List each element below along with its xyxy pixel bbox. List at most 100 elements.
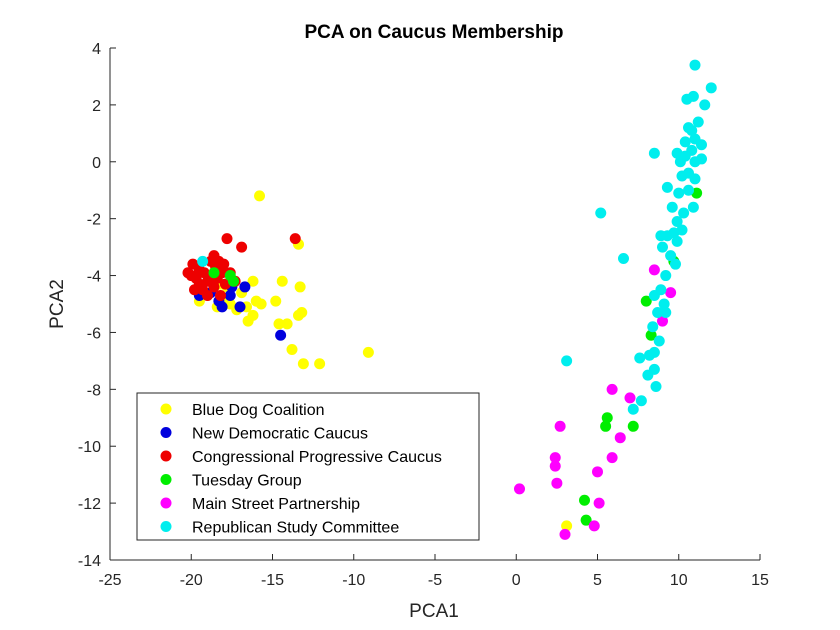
x-tick-label: 10 xyxy=(670,572,688,589)
data-point xyxy=(247,309,259,321)
data-point xyxy=(666,201,678,213)
data-point xyxy=(561,520,573,532)
data-point xyxy=(289,233,301,245)
x-tick-label: -15 xyxy=(261,572,284,589)
data-point xyxy=(653,335,665,347)
series-5 xyxy=(197,59,717,415)
x-tick-label: -10 xyxy=(342,572,365,589)
x-tick-label: 5 xyxy=(593,572,602,589)
y-tick-label: -12 xyxy=(78,496,101,513)
data-point xyxy=(208,267,220,279)
data-point xyxy=(239,281,251,293)
data-point xyxy=(601,412,613,424)
data-point xyxy=(293,309,304,321)
data-point xyxy=(647,321,659,333)
data-point xyxy=(216,301,228,313)
data-point xyxy=(215,289,226,301)
data-point xyxy=(689,173,701,185)
legend-label: Republican Study Committee xyxy=(192,520,399,537)
data-point xyxy=(273,318,285,330)
data-point xyxy=(689,59,701,71)
data-point xyxy=(627,403,639,415)
chart-title: PCA on Caucus Membership xyxy=(304,22,563,43)
data-point xyxy=(627,420,639,432)
data-point xyxy=(600,420,612,432)
data-point xyxy=(224,289,236,301)
x-tick-label: 15 xyxy=(751,572,769,589)
data-point xyxy=(294,281,306,293)
x-tick-label: -25 xyxy=(98,572,121,589)
data-point xyxy=(618,252,629,264)
data-point xyxy=(614,432,626,444)
data-point xyxy=(579,494,590,506)
data-point xyxy=(699,99,711,111)
legend-marker xyxy=(160,427,172,438)
y-tick-label: 0 xyxy=(92,155,101,172)
data-point xyxy=(189,284,200,296)
data-point xyxy=(678,207,690,219)
data-point xyxy=(255,298,267,310)
data-point xyxy=(660,307,672,319)
data-point xyxy=(676,170,688,182)
legend-label: Congressional Progressive Caucus xyxy=(192,449,442,466)
legend-marker xyxy=(160,474,172,485)
data-point xyxy=(696,139,707,151)
data-point xyxy=(202,289,213,301)
data-point xyxy=(595,207,607,219)
y-tick-label: -6 xyxy=(87,325,101,342)
data-point xyxy=(648,264,660,276)
data-point xyxy=(314,358,326,370)
data-point xyxy=(676,224,688,236)
y-tick-label: 2 xyxy=(92,98,101,115)
data-point xyxy=(254,190,265,202)
legend-marker xyxy=(160,521,172,532)
legend-box xyxy=(136,392,480,541)
data-point xyxy=(642,369,654,381)
data-point xyxy=(514,483,525,495)
legend-marker xyxy=(160,403,172,415)
x-tick-label: 0 xyxy=(512,572,521,589)
y-tick-label: -8 xyxy=(87,382,101,399)
data-point xyxy=(634,352,646,364)
data-point xyxy=(692,116,704,128)
data-point xyxy=(665,287,677,299)
data-point xyxy=(645,329,657,341)
data-point xyxy=(221,233,233,245)
x-axis-label: PCA1 xyxy=(409,601,459,622)
data-point xyxy=(218,258,230,270)
data-point xyxy=(281,318,293,330)
data-point xyxy=(652,307,664,319)
data-point xyxy=(655,230,667,242)
data-point xyxy=(286,344,298,356)
data-point xyxy=(635,395,647,407)
data-point xyxy=(551,477,563,489)
data-point xyxy=(197,255,209,267)
series-3 xyxy=(208,187,703,526)
data-point xyxy=(671,216,683,228)
data-point xyxy=(673,187,685,199)
data-point xyxy=(549,460,561,472)
data-point xyxy=(671,235,683,247)
data-point xyxy=(275,329,287,341)
data-point xyxy=(247,275,259,287)
data-point xyxy=(606,383,618,395)
data-points xyxy=(182,59,717,540)
y-tick-label: -14 xyxy=(78,553,101,570)
data-point xyxy=(593,497,605,509)
y-tick-label: -4 xyxy=(87,269,101,286)
data-point xyxy=(658,298,670,310)
data-point xyxy=(657,241,668,253)
data-point xyxy=(208,250,220,262)
data-point xyxy=(681,93,693,105)
data-point xyxy=(705,82,717,94)
data-point xyxy=(588,520,600,532)
data-point xyxy=(559,528,571,540)
legend: Blue Dog Coalition New Democratic Caucus C… xyxy=(136,392,480,541)
data-point xyxy=(592,466,603,478)
data-point xyxy=(624,392,636,404)
data-point xyxy=(683,122,694,134)
data-point xyxy=(228,275,239,287)
y-tick-label: -10 xyxy=(78,439,101,456)
data-point xyxy=(687,201,699,213)
